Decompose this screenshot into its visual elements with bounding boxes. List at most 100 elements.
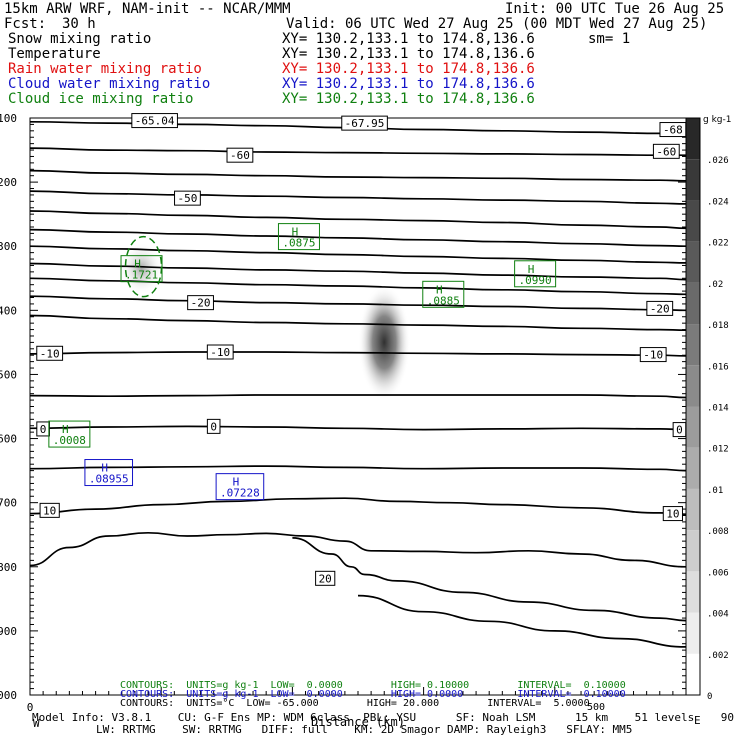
colorbar-segment	[686, 406, 700, 448]
plot-frame	[29, 117, 687, 696]
colorbar-segment	[686, 241, 700, 283]
isotherm-line	[30, 295, 686, 312]
isotherm-line	[30, 210, 686, 230]
colorbar-tick-label: .024	[707, 197, 729, 207]
isotherm-line	[30, 351, 686, 357]
isotherm-line	[30, 228, 686, 248]
colorbar-tick-label: .018	[707, 321, 729, 331]
high-marker-letter: H	[292, 226, 299, 239]
colorbar-tick-label: .022	[707, 239, 729, 249]
isotherm-line	[357, 594, 686, 648]
colorbar-tick-label: .004	[707, 610, 729, 620]
y-tick-label: 400	[0, 304, 17, 317]
field-xy-range: XY= 130.2,133.1 to 174.8,136.6	[282, 76, 535, 92]
contour-label-box	[174, 190, 201, 206]
west-label: W	[33, 717, 40, 730]
high-marker-box	[215, 473, 265, 501]
contour-label-box	[131, 113, 178, 129]
colorbar-tick-label: .016	[707, 362, 729, 372]
contour-label: 0	[210, 420, 217, 433]
y-tick-label: 1000	[0, 689, 17, 702]
field-name: Cloud ice mixing ratio	[8, 91, 194, 107]
contour-label: -10	[643, 349, 663, 362]
contour-label: -60	[656, 145, 676, 158]
high-marker-box	[120, 255, 163, 283]
isotherm-line	[30, 314, 686, 332]
isotherm-line	[30, 465, 686, 472]
isotherm-line	[30, 531, 686, 568]
contour-label-box	[36, 345, 64, 361]
contour-label-box	[672, 422, 687, 438]
high-marker-letter: H	[436, 283, 443, 296]
colorbar-segment	[686, 282, 700, 325]
contour-label-box	[652, 143, 680, 159]
contour-label: -50	[178, 192, 198, 205]
field-smoothing: sm= 1	[588, 31, 631, 47]
x-tick-label: 500	[587, 702, 605, 713]
valid-time: Valid: 06 UTC Wed 27 Aug 25 (00 MDT Wed …	[286, 16, 708, 32]
colorbar-frame	[685, 117, 701, 696]
forecast-hour: 30 h	[62, 16, 96, 32]
high-marker-box	[514, 260, 557, 288]
y-tick-label: 200	[0, 176, 17, 189]
contour-label-box	[206, 418, 221, 434]
contour-label-box	[187, 295, 214, 311]
isotherm-line	[30, 190, 686, 205]
contour-label: -60	[230, 149, 250, 162]
high-marker-letter: H	[62, 423, 69, 436]
field-xy-range: XY= 130.2,133.1 to 174.8,136.6	[282, 46, 535, 62]
isotherm-line	[30, 169, 686, 182]
contour-label-box	[646, 300, 674, 316]
high-marker-value: .0885	[427, 294, 460, 307]
contour-info-line: CONTOURS: UNITS=°C LOW= -65.000 HIGH= 20…	[120, 698, 590, 709]
high-marker-value: .1721	[125, 269, 158, 282]
high-marker-value: .07228	[220, 487, 260, 500]
high-marker-box	[422, 280, 465, 308]
field-name: Rain water mixing ratio	[8, 61, 202, 77]
contour-label: -10	[40, 347, 60, 360]
high-marker-value: .0875	[282, 237, 315, 250]
high-marker-box	[277, 223, 320, 251]
colorbar-segment	[686, 530, 700, 572]
field-xy-range: XY= 130.2,133.1 to 174.8,136.6	[282, 61, 535, 77]
colorbar-segment	[686, 653, 700, 695]
high-marker-letter: H	[101, 462, 108, 475]
y-tick-label: 700	[0, 497, 17, 510]
colorbar-segment	[686, 118, 700, 160]
x-tick-label: 0	[27, 701, 34, 714]
contour-label: 10	[43, 504, 56, 517]
colorbar-tick-label: .014	[707, 404, 729, 414]
contour-label-box	[39, 502, 60, 518]
y-tick-label: 900	[0, 625, 17, 638]
high-marker-box	[84, 459, 134, 487]
high-marker-value: .0990	[519, 274, 552, 287]
colorbar-tick-label: .006	[707, 568, 729, 578]
colorbar-tick-label: .008	[707, 527, 729, 537]
y-tick-label: 500	[0, 368, 17, 381]
colorbar-tick-label: .026	[707, 156, 729, 166]
colorbar-segment	[686, 200, 700, 242]
contour-label-box	[341, 115, 388, 131]
east-label: E	[694, 714, 701, 727]
contour-label: -68	[663, 124, 683, 137]
contour-label-box	[659, 122, 687, 138]
contour-label: -20	[650, 302, 670, 315]
isotherm-line	[30, 262, 686, 281]
contour-label: 10	[666, 508, 679, 521]
colorbar-unit: g kg-1	[703, 115, 731, 125]
high-marker-value: .0008	[53, 434, 86, 447]
contour-label: 0	[676, 424, 683, 437]
y-tick-label: 600	[0, 433, 17, 446]
contour-label-box	[662, 506, 683, 522]
colorbar-tick-label: .002	[707, 651, 729, 661]
model-info-line-1: Model Info: V3.8.1 CU: G-F Ens MP: WDM 6…	[32, 711, 740, 724]
colorbar-tick-label: .012	[707, 445, 729, 455]
contour-label: -67.95	[345, 117, 385, 130]
isotherm-line	[30, 394, 686, 399]
field-name: Temperature	[8, 46, 101, 62]
contour-label: -10	[210, 346, 230, 359]
init-time: Init: 00 UTC Tue 26 Aug 25	[505, 1, 725, 17]
isotherm-line	[30, 497, 686, 516]
colorbar-segment	[686, 447, 700, 489]
colorbar-segment	[686, 612, 700, 654]
